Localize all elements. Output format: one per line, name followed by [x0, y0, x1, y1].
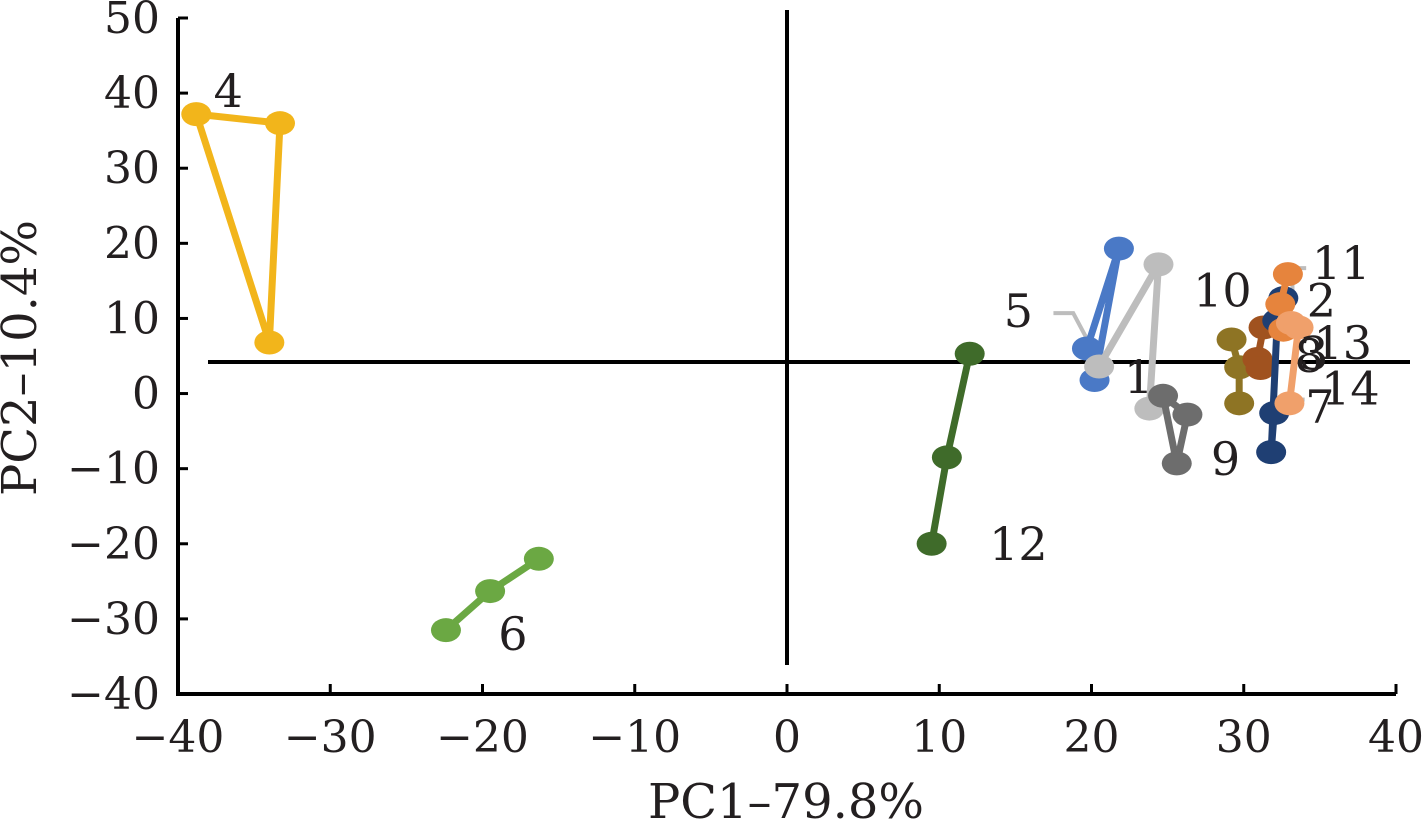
data-point [1084, 354, 1115, 379]
data-point [523, 546, 554, 571]
group-label-1: 1 [1124, 350, 1153, 404]
data-point [931, 445, 962, 470]
y-tick-label: −20 [67, 519, 160, 570]
data-point [1272, 262, 1303, 287]
group-label-7: 7 [1305, 380, 1334, 434]
data-point [181, 102, 212, 127]
series-group-13 [1274, 310, 1314, 416]
series-line-9 [1159, 392, 1191, 467]
y-tick-label: −30 [67, 594, 160, 645]
y-axis-ticks: −40 −30 −20 −10 0 10 20 30 40 50 [67, 0, 188, 720]
series-group-4 [181, 102, 296, 355]
data-point [1161, 451, 1192, 476]
y-tick-label: 20 [104, 218, 160, 269]
x-tick-label: 40 [1368, 712, 1424, 763]
group-label-5: 5 [1004, 284, 1033, 338]
group-label-9: 9 [1211, 432, 1240, 486]
data-point [254, 330, 285, 355]
y-tick-label: 0 [132, 369, 160, 420]
x-tick-label: 10 [911, 712, 967, 763]
data-point [475, 579, 506, 604]
x-tick-label: −10 [588, 712, 681, 763]
data-point [1071, 336, 1102, 361]
series-group-10 [1216, 327, 1255, 416]
data-point [1245, 356, 1276, 381]
data-point [265, 111, 296, 136]
group-label-10: 10 [1193, 264, 1252, 318]
data-point [1143, 252, 1174, 277]
y-tick-label: −10 [67, 444, 160, 495]
series-group-12 [916, 341, 985, 556]
x-axis-title: PC1–79.8% [648, 774, 924, 828]
data-point [1265, 292, 1296, 317]
y-tick-label: 30 [104, 143, 160, 194]
series-line-4 [192, 110, 284, 346]
data-point [1274, 391, 1305, 416]
data-point [1148, 383, 1179, 408]
data-point [916, 531, 947, 556]
x-tick-label: −20 [436, 712, 529, 763]
y-axis-title: PC2–10.4% [0, 220, 48, 496]
x-tick-label: 20 [1064, 712, 1120, 763]
x-tick-label: 0 [773, 712, 801, 763]
group-label-13: 13 [1313, 316, 1372, 370]
y-tick-label: 40 [104, 68, 160, 119]
data-point [954, 341, 985, 366]
group-label-8: 8 [1295, 329, 1324, 383]
series-group-9 [1148, 383, 1203, 476]
data-point [1216, 327, 1247, 352]
data-point [1256, 440, 1287, 465]
y-tick-label: −40 [67, 669, 160, 720]
x-axis-ticks: −40 −30 −20 −10 0 10 20 30 40 [132, 684, 1424, 763]
group-label-14: 14 [1321, 361, 1380, 415]
x-tick-label: 30 [1216, 712, 1272, 763]
group-label-12: 12 [989, 517, 1048, 571]
data-point [430, 618, 461, 643]
data-point [1224, 391, 1255, 416]
group-label-3: 3 [1299, 327, 1328, 381]
data-point [1172, 402, 1203, 427]
group-label-6: 6 [498, 607, 527, 661]
group-label-2: 2 [1307, 273, 1336, 327]
x-tick-label: −30 [284, 712, 377, 763]
group-label-4: 4 [214, 64, 243, 118]
group-label-11: 11 [1312, 236, 1371, 290]
y-tick-label: 10 [104, 293, 160, 344]
series-group-6 [430, 546, 554, 643]
series-groups [181, 102, 1314, 643]
data-point [1103, 236, 1134, 261]
y-tick-label: 50 [104, 0, 160, 44]
reference-lines [208, 10, 1410, 665]
data-point [1283, 315, 1314, 340]
x-tick-label: −40 [132, 712, 225, 763]
